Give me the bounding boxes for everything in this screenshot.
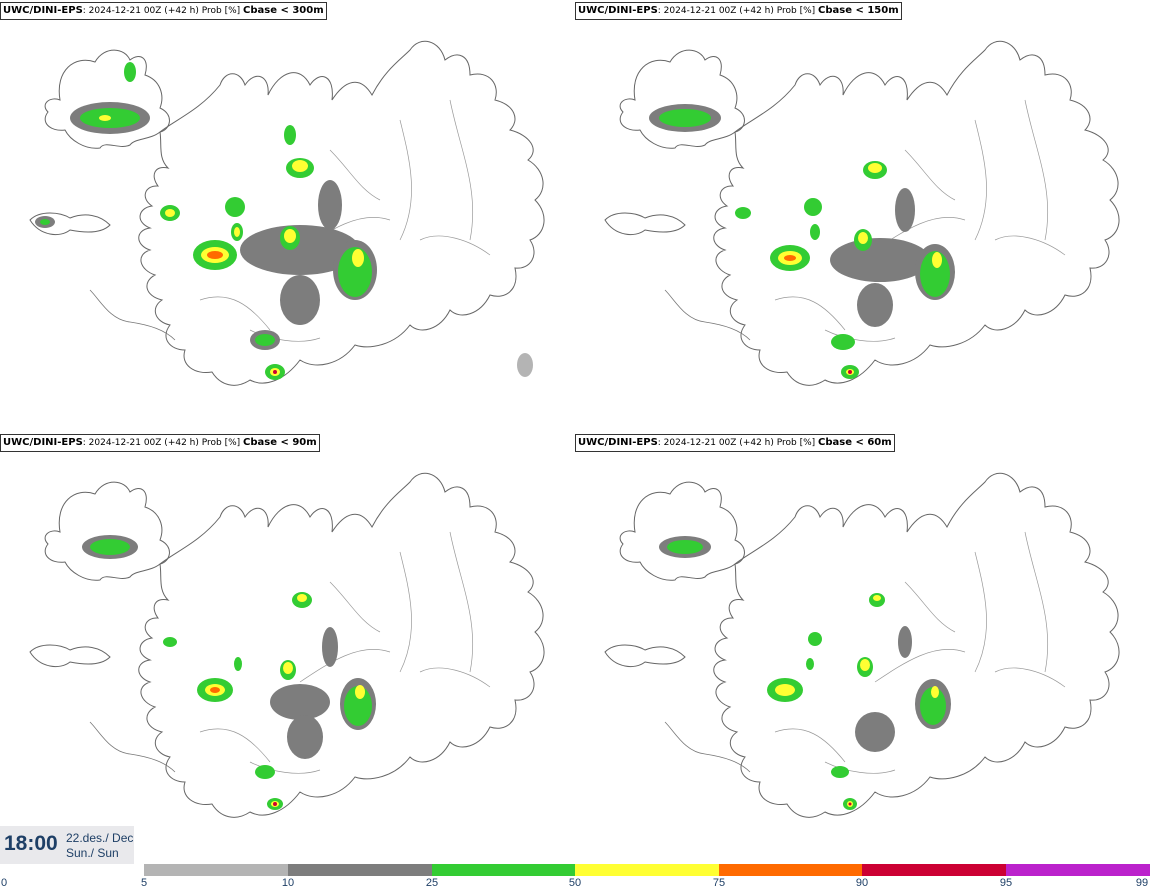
threshold-label: Cbase < 90m	[243, 437, 317, 448]
colorbar-segment	[144, 864, 288, 876]
threshold-label: Cbase < 150m	[818, 5, 899, 16]
colorbar-tick: 0	[0, 877, 8, 889]
map-panel-90m: UWC/DINI-EPS: 2024-12-21 00Z (+42 h) Pro…	[0, 432, 575, 864]
probability-map	[604, 40, 1120, 386]
prob-fields	[649, 104, 955, 379]
colorbar-tick: 25	[425, 877, 439, 889]
run-info: : 2024-12-21 00Z (+42 h) Prob [%]	[657, 438, 819, 448]
prob-fields	[35, 62, 533, 380]
probability-map	[604, 472, 1120, 818]
map-panel-150m: UWC/DINI-EPS: 2024-12-21 00Z (+42 h) Pro…	[575, 0, 1150, 432]
prob-fields	[82, 535, 376, 810]
probability-colorbar	[144, 864, 1150, 876]
panel-title: UWC/DINI-EPS: 2024-12-21 00Z (+42 h) Pro…	[0, 2, 327, 20]
run-info: : 2024-12-21 00Z (+42 h) Prob [%]	[82, 438, 244, 448]
colorbar-segment	[288, 864, 432, 876]
model-name: UWC/DINI-EPS	[3, 5, 83, 16]
colorbar-segment	[1006, 864, 1150, 876]
valid-time: 18:00	[4, 832, 58, 855]
prob-fields	[659, 536, 951, 810]
colorbar-tick: 50	[568, 877, 582, 889]
valid-time-box: 18:00 22.des./ Dec Sun./ Sun	[0, 826, 134, 864]
colorbar-segment	[432, 864, 575, 876]
valid-date: 22.des./ Dec	[66, 831, 134, 845]
probability-map	[29, 472, 545, 818]
map-panel-300m: UWC/DINI-EPS: 2024-12-21 00Z (+42 h) Pro…	[0, 0, 575, 432]
panel-title: UWC/DINI-EPS: 2024-12-21 00Z (+42 h) Pro…	[575, 2, 902, 20]
colorbar-segment	[575, 864, 719, 876]
threshold-label: Cbase < 60m	[818, 437, 892, 448]
model-name: UWC/DINI-EPS	[578, 5, 658, 16]
probability-map	[29, 40, 545, 386]
colorbar-tick: 5	[140, 877, 148, 889]
colorbar-segment	[862, 864, 1006, 876]
colorbar-tick: 95	[999, 877, 1013, 889]
colorbar-tick: 10	[281, 877, 295, 889]
colorbar-segment	[719, 864, 862, 876]
panel-title: UWC/DINI-EPS: 2024-12-21 00Z (+42 h) Pro…	[0, 434, 320, 452]
run-info: : 2024-12-21 00Z (+42 h) Prob [%]	[657, 6, 819, 16]
map-panel-60m: UWC/DINI-EPS: 2024-12-21 00Z (+42 h) Pro…	[575, 432, 1150, 864]
threshold-label: Cbase < 300m	[243, 5, 324, 16]
model-name: UWC/DINI-EPS	[578, 437, 658, 448]
colorbar-tick: 90	[855, 877, 869, 889]
colorbar-tick: 99	[1135, 877, 1149, 889]
colorbar-tick: 75	[712, 877, 726, 889]
run-info: : 2024-12-21 00Z (+42 h) Prob [%]	[82, 6, 244, 16]
model-name: UWC/DINI-EPS	[3, 437, 83, 448]
panel-title: UWC/DINI-EPS: 2024-12-21 00Z (+42 h) Pro…	[575, 434, 895, 452]
valid-day: Sun./ Sun	[66, 846, 119, 860]
